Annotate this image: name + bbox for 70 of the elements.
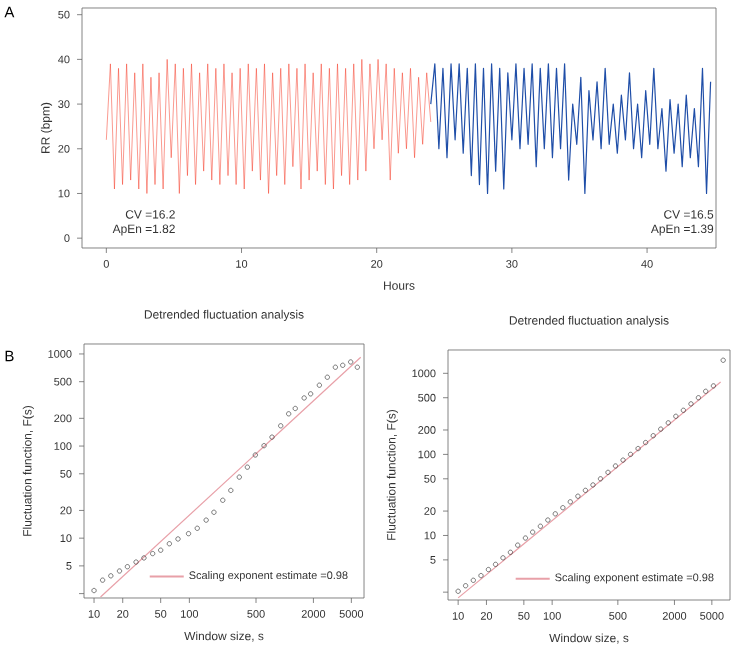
point <box>643 440 649 446</box>
point <box>332 364 338 370</box>
point <box>710 383 716 389</box>
point <box>493 561 499 567</box>
point <box>108 573 114 579</box>
point <box>567 499 573 505</box>
point <box>658 426 664 432</box>
point <box>348 359 354 365</box>
point <box>194 525 200 531</box>
point <box>116 568 123 574</box>
point <box>575 493 581 499</box>
point <box>278 423 284 429</box>
line-series <box>430 63 712 195</box>
point <box>185 531 192 537</box>
point <box>500 555 506 561</box>
point <box>100 577 106 583</box>
point <box>150 551 156 557</box>
point <box>605 469 611 475</box>
point <box>650 433 656 439</box>
point <box>308 391 314 397</box>
point <box>515 542 521 548</box>
line-series <box>106 59 432 194</box>
point <box>228 487 234 493</box>
point <box>252 452 258 458</box>
point <box>673 413 679 419</box>
point <box>537 523 543 529</box>
point <box>470 577 476 583</box>
point <box>301 395 307 401</box>
point <box>552 511 558 517</box>
point <box>530 529 536 535</box>
point <box>324 374 330 380</box>
point <box>695 395 701 401</box>
point <box>597 476 604 482</box>
point <box>688 401 694 407</box>
point <box>133 559 139 565</box>
point <box>220 497 226 503</box>
point <box>175 536 181 542</box>
point <box>628 451 634 457</box>
point <box>590 482 596 488</box>
point <box>485 567 491 573</box>
point <box>703 388 709 394</box>
point <box>166 541 172 547</box>
point <box>522 535 528 541</box>
point <box>261 443 267 449</box>
point <box>316 382 322 388</box>
point <box>158 547 164 553</box>
point <box>286 411 292 417</box>
point <box>507 549 513 555</box>
point <box>582 487 588 493</box>
point <box>478 573 484 579</box>
point <box>269 434 275 440</box>
point <box>620 457 626 463</box>
point <box>211 509 217 515</box>
point <box>91 587 97 594</box>
point <box>203 517 209 523</box>
point <box>124 564 130 570</box>
point <box>340 362 346 368</box>
point <box>292 405 298 412</box>
point <box>244 464 250 470</box>
point <box>635 446 641 452</box>
point <box>455 588 461 594</box>
point <box>463 583 469 589</box>
point <box>545 517 551 523</box>
point <box>236 474 242 480</box>
point <box>560 505 566 511</box>
point <box>680 407 686 413</box>
point <box>612 463 619 469</box>
point <box>720 357 726 363</box>
point <box>665 420 671 426</box>
point <box>141 555 147 561</box>
